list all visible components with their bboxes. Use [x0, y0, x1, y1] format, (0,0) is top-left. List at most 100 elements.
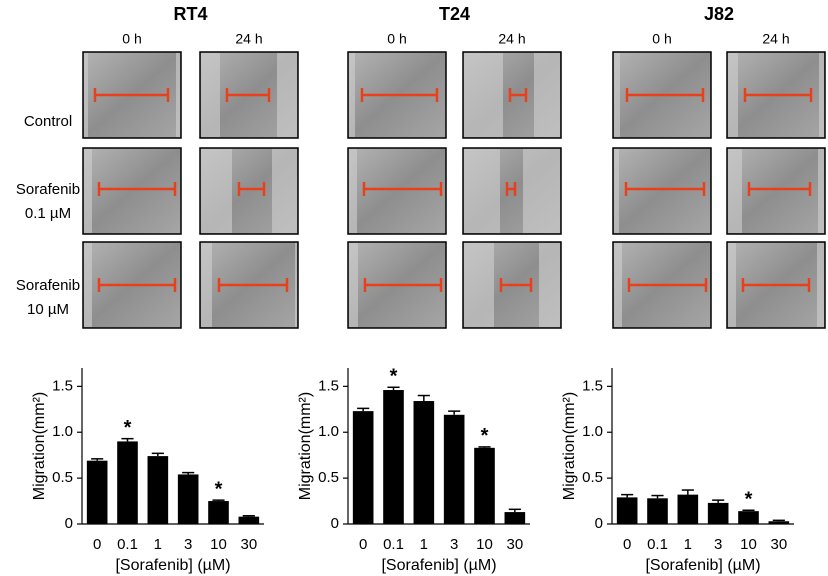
x-tick-label: 10	[740, 536, 757, 553]
cell-edge	[464, 149, 500, 233]
time-label: 0 h	[652, 31, 671, 47]
cell-edge	[464, 53, 503, 137]
x-axis-label: [Sorafenib] (µM)	[645, 557, 760, 574]
bar	[443, 414, 465, 524]
cell-edge	[176, 53, 180, 137]
significance-marker: *	[215, 478, 223, 500]
significance-marker: *	[745, 489, 753, 511]
x-tick-label: 0	[93, 536, 101, 553]
cell-edge	[272, 149, 297, 233]
cell-edge	[349, 149, 357, 233]
bar	[413, 401, 435, 524]
x-tick-label: 0	[623, 536, 631, 553]
row-label: Sorafenib	[16, 181, 80, 198]
y-tick-label: 0	[65, 515, 73, 532]
bar	[86, 460, 108, 524]
x-tick-label: 0.1	[647, 536, 668, 553]
y-tick-label: 1.0	[52, 423, 73, 440]
cell-edge	[523, 149, 560, 233]
cell-edge	[464, 243, 494, 327]
bar	[707, 502, 729, 524]
cell-edge	[818, 149, 824, 233]
cell-edge	[84, 243, 92, 327]
bar	[738, 511, 759, 524]
bar	[647, 498, 668, 524]
bar	[383, 390, 404, 524]
micrograph	[612, 147, 712, 235]
x-tick-label: 0.1	[117, 536, 138, 553]
y-tick-label: 1.0	[318, 423, 339, 440]
bar	[208, 501, 229, 524]
x-tick-label: 10	[476, 536, 493, 553]
significance-marker: *	[481, 425, 489, 447]
bar	[504, 512, 526, 524]
y-tick-label: 0.5	[582, 469, 603, 486]
bar	[177, 474, 199, 524]
cell-edge	[539, 243, 560, 327]
bar	[147, 456, 169, 524]
cell-edge	[201, 243, 212, 327]
cell-edge	[84, 53, 88, 137]
cell-edge	[819, 53, 824, 137]
bar	[117, 441, 138, 524]
row-label: 10 µM	[27, 301, 69, 318]
y-axis-label: Migration(mm²)	[297, 392, 314, 500]
x-axis-label: [Sorafenib] (µM)	[381, 557, 496, 574]
micrograph	[347, 147, 447, 235]
significance-marker: *	[390, 366, 398, 388]
cell-line-title: T24	[439, 4, 470, 24]
bar	[616, 497, 638, 524]
x-tick-label: 30	[506, 536, 523, 553]
bar	[474, 447, 495, 524]
row-label: Control	[24, 113, 72, 130]
x-tick-label: 1	[154, 536, 162, 553]
y-tick-label: 1.5	[318, 377, 339, 394]
bar	[352, 411, 374, 524]
significance-marker: *	[124, 417, 132, 439]
cell-edge	[277, 53, 297, 137]
cell-edge	[349, 53, 355, 137]
cell-edge	[728, 149, 742, 233]
cell-edge	[728, 53, 738, 137]
x-tick-label: 0	[359, 536, 367, 553]
x-tick-label: 30	[770, 536, 787, 553]
y-tick-label: 0	[595, 515, 603, 532]
y-tick-label: 0.5	[318, 469, 339, 486]
y-axis-label: Migration(mm²)	[31, 392, 48, 500]
cell-edge	[295, 243, 297, 327]
cell-edge	[84, 149, 92, 233]
micrograph	[726, 147, 826, 235]
y-axis-label: Migration(mm²)	[561, 392, 578, 500]
micrograph	[82, 147, 182, 235]
time-label: 0 h	[122, 31, 141, 47]
time-label: 24 h	[235, 31, 262, 47]
bar	[768, 521, 790, 524]
cell-line-title: J82	[704, 4, 734, 24]
cell-edge	[201, 149, 232, 233]
time-label: 24 h	[498, 31, 525, 47]
cell-edge	[728, 243, 736, 327]
x-tick-label: 1	[420, 536, 428, 553]
time-label: 0 h	[387, 31, 406, 47]
time-label: 24 h	[762, 31, 789, 47]
cell-edge	[349, 243, 358, 327]
x-tick-label: 3	[450, 536, 458, 553]
y-tick-label: 1.0	[582, 423, 603, 440]
x-tick-label: 0.1	[383, 536, 404, 553]
y-tick-label: 1.5	[52, 377, 73, 394]
x-tick-label: 1	[684, 536, 692, 553]
row-label: Sorafenib	[16, 277, 80, 294]
cell-edge	[534, 53, 560, 137]
cell-edge	[201, 53, 220, 137]
y-tick-label: 0	[331, 515, 339, 532]
x-tick-label: 3	[184, 536, 192, 553]
x-axis-label: [Sorafenib] (µM)	[115, 557, 230, 574]
row-label: 0.1 µM	[25, 205, 71, 222]
cell-edge	[614, 53, 620, 137]
y-tick-label: 1.5	[582, 377, 603, 394]
cell-edge	[614, 243, 622, 327]
cell-line-title: RT4	[173, 4, 207, 24]
bar	[677, 494, 699, 524]
bar	[238, 516, 260, 524]
